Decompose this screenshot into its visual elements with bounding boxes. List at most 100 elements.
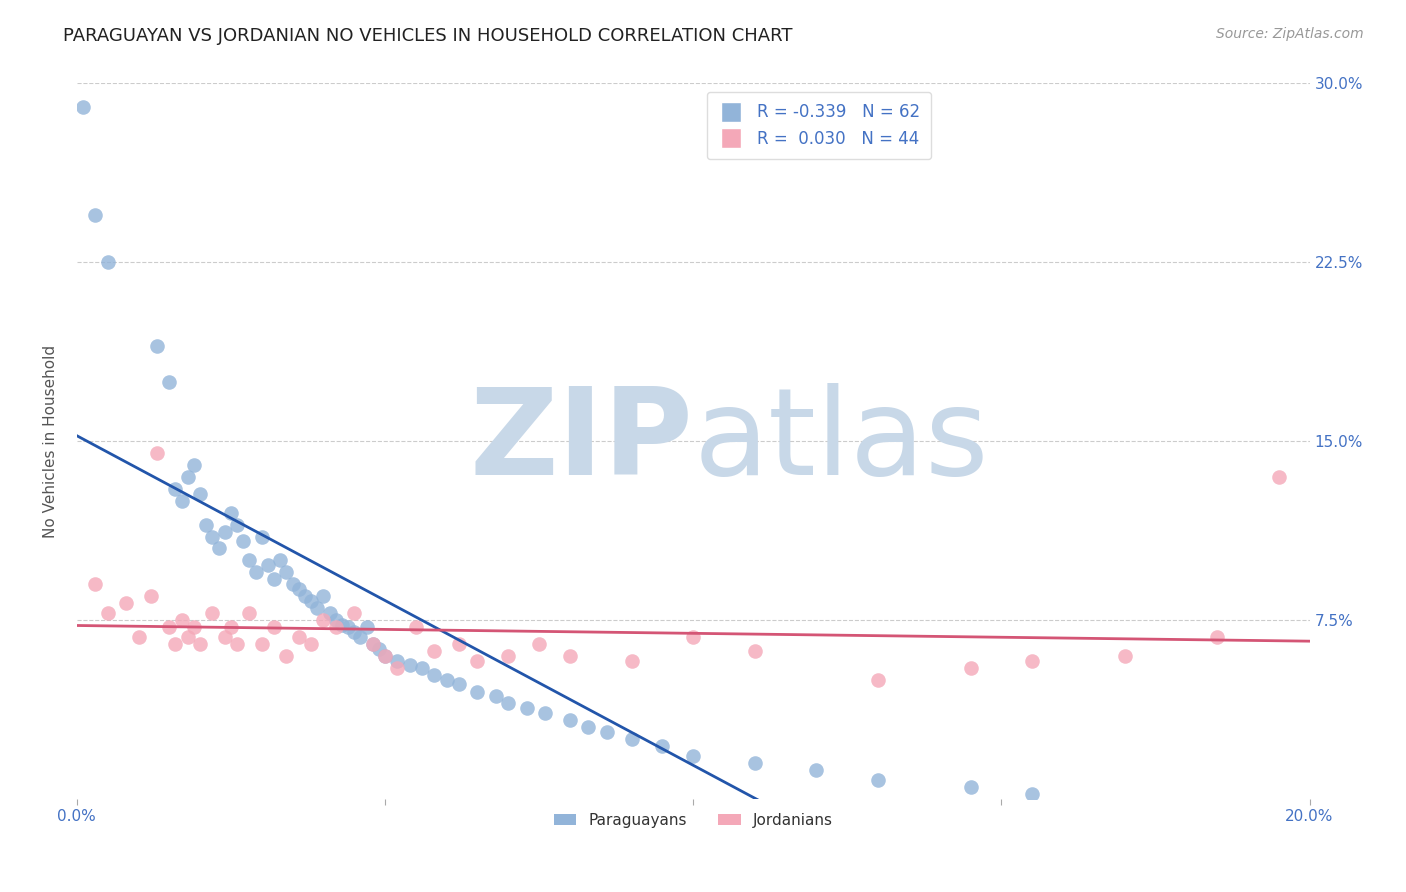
Point <box>170 493 193 508</box>
Point <box>349 630 371 644</box>
Point <box>146 339 169 353</box>
Point <box>411 661 433 675</box>
Point <box>201 606 224 620</box>
Point <box>318 606 340 620</box>
Point <box>84 208 107 222</box>
Point <box>682 748 704 763</box>
Point <box>263 573 285 587</box>
Point <box>165 637 187 651</box>
Point <box>214 630 236 644</box>
Point <box>226 517 249 532</box>
Point <box>299 637 322 651</box>
Point <box>281 577 304 591</box>
Point <box>387 661 409 675</box>
Point <box>195 517 218 532</box>
Point <box>337 620 360 634</box>
Point <box>485 690 508 704</box>
Point <box>806 763 828 777</box>
Point <box>527 637 550 651</box>
Point <box>183 620 205 634</box>
Text: Source: ZipAtlas.com: Source: ZipAtlas.com <box>1216 27 1364 41</box>
Point <box>325 620 347 634</box>
Legend: Paraguayans, Jordanians: Paraguayans, Jordanians <box>547 807 839 834</box>
Point <box>578 720 600 734</box>
Point <box>188 486 211 500</box>
Point <box>330 617 353 632</box>
Point <box>959 780 981 794</box>
Point <box>245 566 267 580</box>
Point <box>868 772 890 787</box>
Point <box>294 589 316 603</box>
Point <box>188 637 211 651</box>
Point <box>128 630 150 644</box>
Point <box>959 661 981 675</box>
Point <box>177 630 200 644</box>
Point <box>263 620 285 634</box>
Point <box>250 637 273 651</box>
Point <box>1267 470 1289 484</box>
Point <box>201 529 224 543</box>
Point <box>207 541 229 556</box>
Point <box>1206 630 1229 644</box>
Point <box>498 648 520 663</box>
Point <box>361 637 384 651</box>
Point <box>157 620 180 634</box>
Point <box>868 673 890 687</box>
Point <box>250 529 273 543</box>
Point <box>387 653 409 667</box>
Point <box>1114 648 1136 663</box>
Point <box>558 713 581 727</box>
Point <box>361 637 384 651</box>
Point <box>558 648 581 663</box>
Text: PARAGUAYAN VS JORDANIAN NO VEHICLES IN HOUSEHOLD CORRELATION CHART: PARAGUAYAN VS JORDANIAN NO VEHICLES IN H… <box>63 27 793 45</box>
Point <box>97 606 120 620</box>
Point <box>214 524 236 539</box>
Point <box>299 594 322 608</box>
Point <box>620 732 643 747</box>
Point <box>157 375 180 389</box>
Point <box>183 458 205 472</box>
Point <box>257 558 280 573</box>
Point <box>139 589 162 603</box>
Point <box>744 644 766 658</box>
Point <box>177 470 200 484</box>
Point <box>651 739 673 754</box>
Point <box>367 641 389 656</box>
Y-axis label: No Vehicles in Household: No Vehicles in Household <box>44 344 58 538</box>
Point <box>232 534 254 549</box>
Point <box>398 658 420 673</box>
Point <box>682 630 704 644</box>
Point <box>146 446 169 460</box>
Point <box>115 596 138 610</box>
Point <box>1021 653 1043 667</box>
Point <box>447 637 470 651</box>
Point <box>312 613 335 627</box>
Point <box>226 637 249 651</box>
Point <box>534 706 557 720</box>
Point <box>287 582 309 596</box>
Point <box>343 606 366 620</box>
Point <box>467 684 489 698</box>
Point <box>84 577 107 591</box>
Point <box>423 644 446 658</box>
Point <box>219 620 242 634</box>
Text: atlas: atlas <box>693 383 988 500</box>
Point <box>219 506 242 520</box>
Point <box>238 553 260 567</box>
Point <box>276 566 298 580</box>
Point <box>97 255 120 269</box>
Point <box>374 648 396 663</box>
Point <box>72 100 94 114</box>
Point <box>447 677 470 691</box>
Point <box>620 653 643 667</box>
Point <box>307 601 329 615</box>
Point <box>165 482 187 496</box>
Point <box>423 668 446 682</box>
Point <box>287 630 309 644</box>
Point <box>498 697 520 711</box>
Point <box>744 756 766 770</box>
Point <box>405 620 427 634</box>
Text: ZIP: ZIP <box>470 383 693 500</box>
Point <box>374 648 396 663</box>
Point <box>343 624 366 639</box>
